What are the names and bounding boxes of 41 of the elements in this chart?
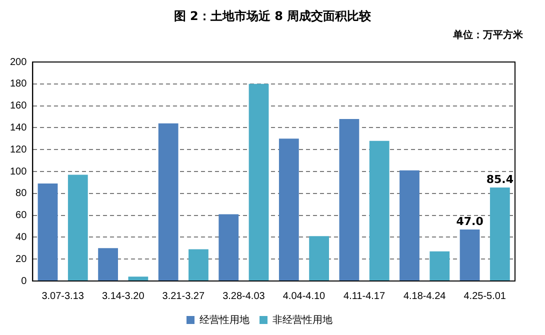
y-tick-label: 140 [10, 122, 28, 134]
x-tick-label: 3.14-3.20 [102, 290, 145, 302]
y-tick-label: 160 [10, 100, 28, 112]
y-tick-label: 200 [10, 56, 28, 68]
bar [128, 276, 148, 280]
bar [188, 249, 208, 280]
bar [68, 174, 88, 280]
bar [278, 138, 299, 280]
y-tick-label: 40 [16, 232, 28, 243]
legend-label: 非经营性用地 [272, 314, 332, 326]
bar [158, 123, 178, 280]
y-tick-label: 0 [21, 276, 28, 287]
y-tick-label: 100 [10, 166, 28, 178]
bar [248, 84, 269, 280]
y-tick-label: 180 [10, 78, 28, 90]
y-tick-label: 60 [16, 210, 28, 222]
bar [369, 140, 390, 280]
bar [218, 214, 239, 280]
bar [430, 251, 450, 280]
bar [490, 187, 510, 280]
bar [339, 118, 360, 280]
x-tick-label: 4.25-5.01 [464, 290, 506, 302]
bar [98, 248, 118, 280]
x-tick-label: 3.07-3.13 [42, 290, 84, 302]
bar [309, 236, 330, 280]
bar [460, 230, 480, 280]
legend-label: 经营性用地 [200, 314, 250, 326]
x-tick-label: 4.11-4.17 [344, 290, 386, 302]
x-tick-label: 4.18-4.24 [403, 290, 446, 302]
y-tick-label: 120 [10, 144, 28, 156]
x-tick-label: 3.28-4.03 [222, 290, 266, 302]
y-tick-label: 20 [16, 254, 28, 265]
chart-title: 图 2：土地市场近 8 周成交面积比较 [172, 8, 372, 25]
bar [400, 170, 420, 280]
data-label: 85.4 [486, 172, 514, 186]
data-label: 47.0 [456, 214, 484, 228]
y-tick-label: 80 [16, 188, 28, 200]
x-tick-label: 3.21-3.27 [162, 290, 205, 302]
bar [38, 184, 58, 280]
x-tick-label: 4.04-4.10 [282, 290, 326, 302]
text: 单位：万平方米 [453, 28, 523, 42]
